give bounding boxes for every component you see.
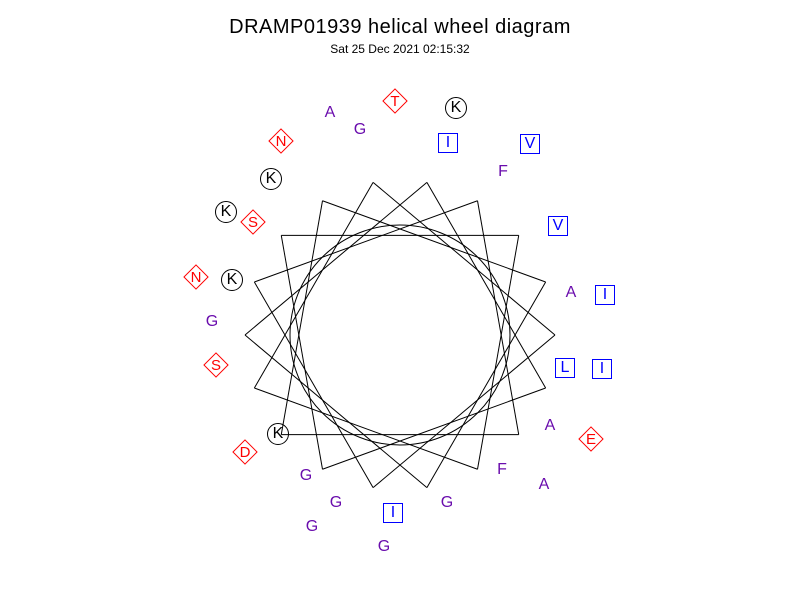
residue-n-5: N [270,130,292,152]
residue-a-26: A [534,475,554,495]
residue-i-29: I [383,503,403,523]
residue-k-8: K [260,168,282,190]
residue-s-10: S [242,211,264,233]
residue-a-1: A [320,103,340,123]
residue-g-28: G [437,493,457,513]
residue-f-25: F [492,460,512,480]
residue-a-21: A [540,416,560,436]
residue-g-27: G [326,493,346,513]
residue-g-30: G [302,517,322,537]
residue-g-24: G [296,466,316,486]
residue-k-3: K [445,97,467,119]
residue-k-20: K [267,423,289,445]
residue-g-2: G [350,120,370,140]
residue-k-13: K [221,269,243,291]
residue-n-12: N [185,266,207,288]
residue-i-4: I [438,133,458,153]
residue-v-6: V [520,134,540,154]
residue-t-0: T [384,90,406,112]
residue-v-11: V [548,216,568,236]
residue-i-15: I [595,285,615,305]
residue-a-14: A [561,283,581,303]
residue-g-31: G [374,537,394,557]
residue-g-16: G [202,312,222,332]
residue-d-22: D [234,441,256,463]
residue-i-19: I [592,359,612,379]
residue-s-17: S [205,354,227,376]
residue-f-7: F [493,162,513,182]
residue-e-23: E [580,428,602,450]
residue-k-9: K [215,201,237,223]
residue-l-18: L [555,358,575,378]
